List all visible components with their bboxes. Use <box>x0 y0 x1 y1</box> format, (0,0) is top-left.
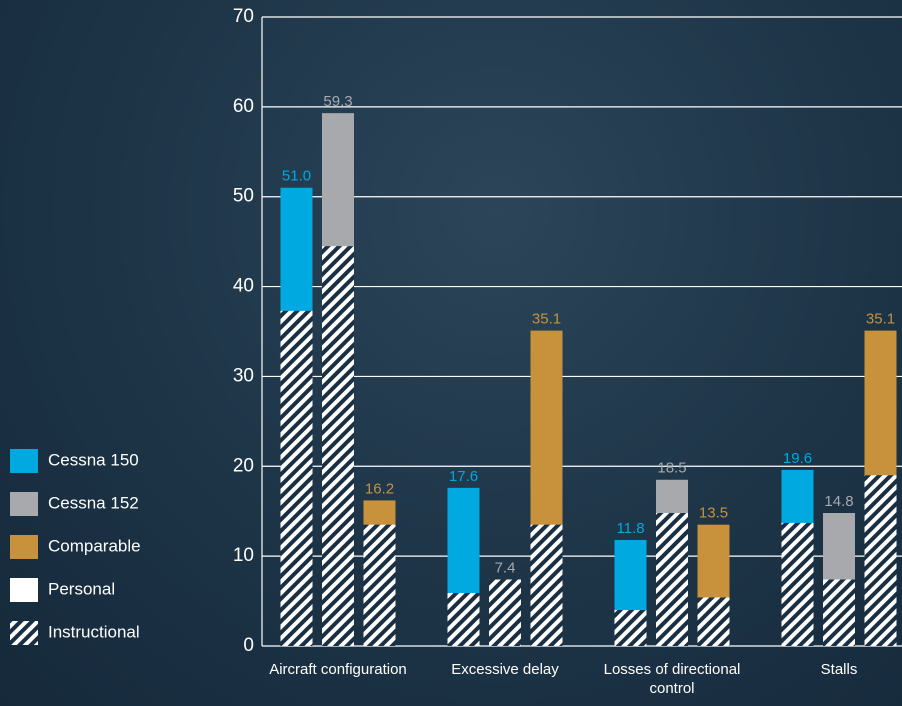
instructional-bar <box>530 524 563 646</box>
value-label: 11.8 <box>616 520 644 537</box>
value-label: 17.6 <box>449 468 478 485</box>
instructional-bar <box>280 310 313 646</box>
x-tick-label: Excessive delay <box>451 661 559 678</box>
y-tick-label: 70 <box>233 6 254 27</box>
instructional-bar <box>823 579 855 646</box>
legend-swatch <box>10 535 38 559</box>
y-tick-label: 30 <box>233 365 254 386</box>
value-label: 7.4 <box>495 559 516 576</box>
legend-swatch <box>10 492 38 516</box>
value-label: 19.6 <box>783 450 812 467</box>
instructional-bar <box>614 610 647 646</box>
x-tick-label: Losses of directional control <box>603 661 741 697</box>
instructional-bar <box>489 579 521 646</box>
legend-label: Personal <box>48 579 115 598</box>
y-tick-label: 10 <box>233 545 254 566</box>
instructional-bar <box>656 513 688 646</box>
value-label: 16.2 <box>365 480 394 497</box>
instructional-bar <box>781 522 814 646</box>
legend-swatch <box>10 621 38 645</box>
y-tick-label: 0 <box>243 635 254 656</box>
instructional-bar <box>864 475 897 646</box>
value-label: 14.8 <box>824 493 853 510</box>
legend-label: Cessna 152 <box>48 493 139 512</box>
y-tick-label: 60 <box>233 96 254 117</box>
value-label: 35.1 <box>532 311 561 328</box>
value-label: 35.1 <box>866 311 895 328</box>
legend-swatch <box>10 449 38 473</box>
x-tick-label: Stalls <box>820 661 858 678</box>
instructional-bar <box>697 597 730 646</box>
legend-swatch <box>10 578 38 602</box>
x-tick-label: Aircraft configuration <box>269 661 407 678</box>
legend-label: Comparable <box>48 536 141 555</box>
y-tick-label: 20 <box>233 455 254 476</box>
instructional-bar <box>322 246 354 646</box>
legend-label: Cessna 150 <box>48 450 139 469</box>
value-label: 13.5 <box>699 505 728 522</box>
value-label: 18.5 <box>657 460 686 477</box>
y-tick-label: 50 <box>233 186 254 207</box>
y-tick-label: 40 <box>233 276 254 297</box>
instructional-bar <box>447 592 480 646</box>
legend-label: Instructional <box>48 622 140 641</box>
value-label: 51.0 <box>282 168 311 185</box>
value-label: 59.3 <box>323 93 352 110</box>
instructional-bar <box>363 524 396 646</box>
